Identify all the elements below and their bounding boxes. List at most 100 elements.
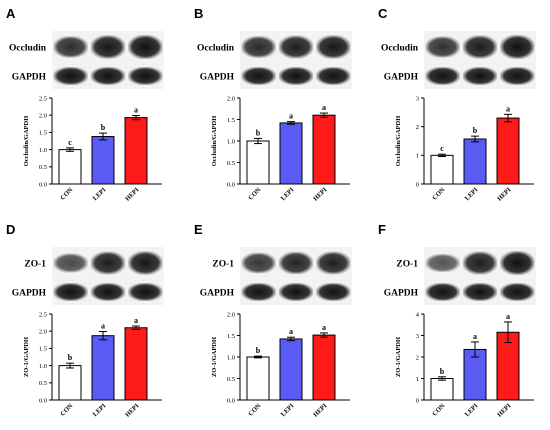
y-tick-label: 1.5 xyxy=(39,130,47,137)
bar-con xyxy=(58,149,82,185)
blot-band xyxy=(462,283,498,301)
blot-label: ZO-1 xyxy=(24,260,46,270)
y-tick-label: 0.5 xyxy=(227,160,235,167)
significance-letter: b xyxy=(256,346,261,355)
blot-band xyxy=(90,251,126,275)
significance-letter: b xyxy=(256,128,261,137)
blot-band xyxy=(90,283,126,301)
y-tick-label: 2.5 xyxy=(39,95,47,102)
blot-label: ZO-1 xyxy=(396,260,418,270)
category-label: LEPI xyxy=(464,402,480,418)
panel-e-svg: E ZO-1 GAPDH 0.0 0.5 1.0 1.5 2.0 ZO-1/GAPDH b CON a… xyxy=(194,222,352,419)
blot-band xyxy=(425,283,460,301)
blot-band xyxy=(278,35,314,59)
y-tick-label: 0.5 xyxy=(39,380,47,387)
category-label: HEPI xyxy=(312,402,329,419)
significance-letter: a xyxy=(101,322,105,331)
y-tick-label: 2.0 xyxy=(227,311,235,318)
blot-band xyxy=(90,67,126,85)
y-tick-label: 2.0 xyxy=(39,113,47,120)
y-tick-label: 1.0 xyxy=(39,363,47,370)
y-tick-label: 1.5 xyxy=(39,346,47,353)
y-tick-label: 0.5 xyxy=(39,164,47,171)
y-tick-label: 1 xyxy=(416,376,419,383)
category-label: CON xyxy=(247,402,262,417)
significance-letter: b xyxy=(473,126,478,135)
category-label: HEPI xyxy=(496,186,513,203)
category-label: HEPI xyxy=(496,402,513,419)
blot-label: GAPDH xyxy=(200,73,235,83)
significance-letter: c xyxy=(68,138,72,147)
bar-hepi xyxy=(496,117,520,185)
y-tick-label: 0.0 xyxy=(227,397,235,404)
significance-letter: a xyxy=(322,323,326,332)
blot-band xyxy=(278,283,314,301)
y-tick-label: 0.0 xyxy=(39,397,47,404)
blot-band xyxy=(241,36,276,58)
panel-letter: D xyxy=(6,222,15,237)
panel-c: C Occludin GAPDH 0 1 2 3 Occludin/GAPDH c CON b LEP… xyxy=(372,0,550,214)
category-label: LEPI xyxy=(280,186,296,202)
panel-letter: E xyxy=(194,222,203,237)
blot-band xyxy=(241,283,276,301)
category-label: CON xyxy=(431,402,446,417)
y-tick-label: 2 xyxy=(416,124,419,131)
blot-label: GAPDH xyxy=(12,73,47,83)
y-tick-label: 1 xyxy=(416,153,419,160)
blot-label: Occludin xyxy=(9,44,47,54)
blot-band xyxy=(90,35,126,59)
panel-letter: C xyxy=(378,6,388,21)
blot-band xyxy=(425,36,460,58)
blot-band xyxy=(241,252,276,274)
y-axis-label: Occludin/GAPDH xyxy=(23,116,30,167)
blot-band xyxy=(462,35,498,59)
blot-band xyxy=(316,35,351,59)
category-label: LEPI xyxy=(280,402,296,418)
category-label: LEPI xyxy=(92,402,108,418)
bar-con xyxy=(430,378,454,401)
blot-label: Occludin xyxy=(197,44,235,54)
bar-hepi xyxy=(124,117,148,185)
blot-label: ZO-1 xyxy=(212,260,234,270)
blot-band xyxy=(316,283,351,301)
significance-letter: b xyxy=(440,367,445,376)
significance-letter: a xyxy=(322,103,326,112)
blot-label: GAPDH xyxy=(12,289,47,299)
blot-band xyxy=(500,251,535,275)
significance-letter: a xyxy=(289,327,293,336)
panel-letter: A xyxy=(6,6,16,21)
category-label: HEPI xyxy=(124,186,141,203)
blot-band xyxy=(128,283,163,301)
blot-band xyxy=(278,251,314,275)
panel-b: B Occludin GAPDH 0.0 0.5 1.0 1.5 2.0 Occludin/GA… xyxy=(188,0,371,214)
significance-letter: b xyxy=(101,123,106,132)
panel-b-svg: B Occludin GAPDH 0.0 0.5 1.0 1.5 2.0 Occludin/GA… xyxy=(194,6,352,203)
y-tick-label: 0 xyxy=(416,181,419,188)
blot-band xyxy=(53,283,88,301)
panel-c-svg: C Occludin GAPDH 0 1 2 3 Occludin/GAPDH c CON b LEP… xyxy=(378,6,536,203)
category-label: HEPI xyxy=(124,402,141,419)
bar-con xyxy=(246,140,270,185)
blot-band xyxy=(53,67,88,85)
y-tick-label: 2.0 xyxy=(39,329,47,336)
category-label: HEPI xyxy=(312,186,329,203)
bar-con xyxy=(246,356,270,401)
blot-band xyxy=(425,67,460,85)
y-axis-label: Occludin/GAPDH xyxy=(211,116,218,167)
panel-letter: B xyxy=(194,6,203,21)
y-tick-label: 1.0 xyxy=(227,354,235,361)
y-axis-label: Occludin/GAPDH xyxy=(395,116,402,167)
blot-band xyxy=(128,35,163,59)
significance-letter: a xyxy=(506,312,510,321)
y-axis-label: ZO-1/GAPDH xyxy=(23,337,30,377)
panel-letter: F xyxy=(378,222,386,237)
bar-lepi xyxy=(91,335,115,401)
blot-band xyxy=(278,67,314,85)
blot-band xyxy=(500,35,535,59)
panel-d: D ZO-1 GAPDH 0.0 0.5 1.0 1.5 2.0 2.5 ZO-1/GAPDH b C… xyxy=(0,216,183,430)
panel-e: E ZO-1 GAPDH 0.0 0.5 1.0 1.5 2.0 ZO-1/GAPDH b CON a… xyxy=(188,216,371,430)
y-tick-label: 3 xyxy=(416,95,419,102)
bar-lepi xyxy=(279,338,303,401)
bar-hepi xyxy=(312,334,336,401)
blot-band xyxy=(53,253,88,273)
